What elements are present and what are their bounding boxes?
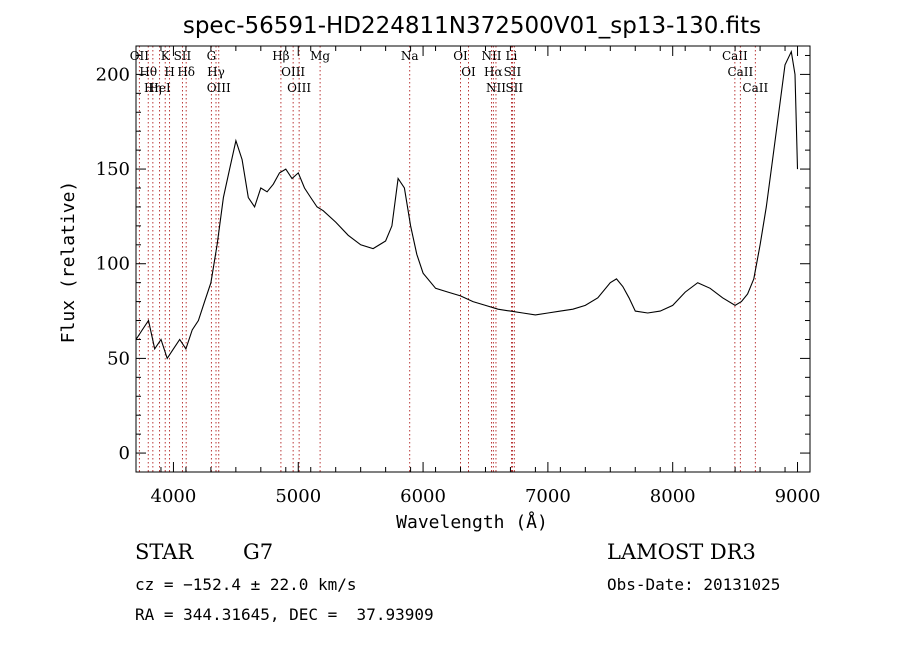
observation-date: Obs-Date: 20131025: [607, 575, 781, 594]
line-label: SII: [505, 81, 523, 95]
line-label: OI: [453, 49, 468, 63]
line-label: Na: [401, 49, 419, 63]
line-label: Hη: [144, 81, 162, 95]
x-tick-label: 7000: [525, 486, 571, 507]
spectrum-line: [135, 49, 799, 360]
line-label: Mg: [310, 49, 330, 63]
line-label: CaII: [722, 49, 748, 63]
redshift-cz: cz = −152.4 ± 22.0 km/s: [135, 575, 357, 594]
line-label: Hα: [484, 65, 503, 79]
sky-coordinates: RA = 344.31645, DEC = 37.93909: [135, 605, 434, 624]
line-label: G: [207, 49, 217, 63]
line-label: NII: [481, 49, 501, 63]
x-tick-label: 9000: [775, 486, 821, 507]
line-label: OI: [461, 65, 476, 79]
line-label: Hγ: [207, 65, 225, 79]
x-tick-label: 4000: [151, 486, 197, 507]
line-label: Li: [506, 49, 518, 63]
axis-ticks: 4000 5000 6000 7000 8000 9000 0 50 100 150 200: [96, 46, 821, 507]
line-label: OIII: [207, 81, 231, 95]
line-label: H: [164, 65, 174, 79]
line-label: NII: [486, 81, 506, 95]
x-tick-label: 5000: [275, 486, 321, 507]
x-tick-label: 8000: [650, 486, 696, 507]
x-tick-label: 6000: [400, 486, 446, 507]
plot-frame: [135, 45, 811, 473]
y-tick-label: 50: [107, 348, 130, 369]
line-label: K: [161, 49, 171, 63]
line-label: OIII: [287, 81, 311, 95]
line-label: OIII: [281, 65, 305, 79]
y-tick-label: 200: [96, 64, 130, 85]
line-label: CaII: [727, 65, 753, 79]
object-subclass: G7: [243, 540, 274, 564]
chart-title: spec-56591-HD224811N372500V01_sp13-130.f…: [183, 13, 761, 39]
line-label: SII: [174, 49, 192, 63]
y-tick-label: 100: [96, 254, 130, 275]
object-class: STAR: [135, 540, 194, 564]
y-axis-label: Flux (relative): [58, 181, 79, 344]
line-label: OII: [130, 49, 150, 63]
survey-name: LAMOST DR3: [607, 540, 756, 564]
y-tick-label: 150: [96, 159, 130, 180]
x-axis-label: Wavelength (Å): [396, 511, 548, 533]
line-label: Hδ: [177, 65, 195, 79]
line-label: Hθ: [139, 65, 157, 79]
line-label: Hβ: [272, 49, 289, 63]
line-label: CaII: [742, 81, 768, 95]
line-label: HeI: [148, 81, 171, 95]
spectrum-series: [135, 49, 799, 360]
y-tick-label: 0: [119, 443, 130, 464]
line-label: SII: [504, 65, 522, 79]
